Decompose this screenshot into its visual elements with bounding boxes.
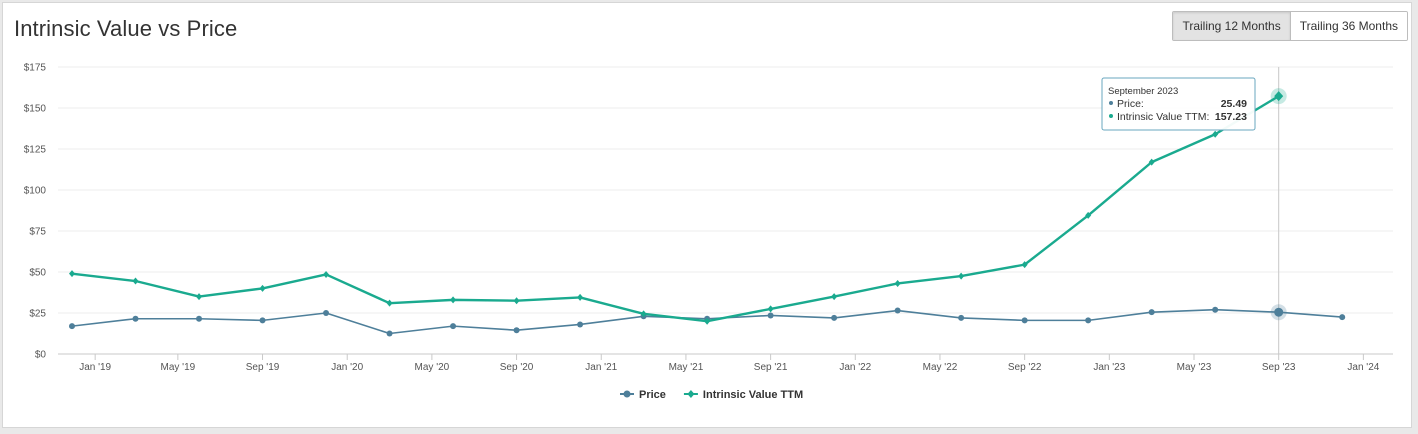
intrinsic-value-ttm-point[interactable] [513, 297, 520, 305]
intrinsic-value-ttm-point[interactable] [132, 277, 139, 285]
tooltip-iv-value: 157.23 [1215, 111, 1247, 123]
price-point[interactable] [1274, 307, 1284, 317]
intrinsic-value-ttm-point[interactable] [323, 270, 330, 278]
intrinsic-value-ttm-point[interactable] [640, 310, 647, 318]
x-tick-label: Jan '21 [585, 362, 617, 373]
trailing-12-months-button[interactable]: Trailing 12 Months [1173, 12, 1290, 40]
intrinsic-value-ttm-point[interactable] [1274, 91, 1284, 102]
legend-label: Price [639, 389, 666, 401]
tooltip-iv-swatch [1109, 114, 1113, 118]
x-tick-label: May '20 [415, 362, 450, 373]
x-tick-label: May '23 [1177, 362, 1212, 373]
price-point[interactable] [831, 314, 838, 321]
y-tick-label: $125 [24, 145, 47, 156]
price-point[interactable] [323, 310, 330, 316]
legend: Price Intrinsic Value TTM [620, 389, 803, 401]
intrinsic-value-ttm-point[interactable] [1021, 261, 1028, 269]
chart-panel [2, 2, 1412, 428]
price-point[interactable] [767, 312, 774, 319]
intrinsic-value-ttm-point[interactable] [577, 293, 584, 301]
intrinsic-value-ttm-point[interactable] [704, 317, 711, 325]
legend-label: Intrinsic Value TTM [703, 389, 803, 401]
price-point[interactable] [132, 315, 139, 322]
price-point[interactable] [450, 323, 457, 330]
intrinsic-value-ttm-point[interactable] [767, 305, 774, 313]
price-point[interactable] [1021, 317, 1028, 324]
x-tick-label: May '19 [160, 362, 195, 373]
price-point[interactable] [958, 314, 965, 321]
price-point[interactable] [1339, 314, 1346, 321]
intrinsic-value-ttm-point[interactable] [958, 272, 965, 280]
y-tick-label: $150 [24, 104, 47, 115]
x-tick-label: Jan '19 [79, 362, 111, 373]
y-tick-label: $25 [29, 309, 46, 320]
price-point[interactable] [1212, 306, 1219, 313]
page-title: Intrinsic Value vs Price [14, 16, 238, 41]
tooltip: September 2023 Price: 25.49 Intrinsic Va… [1101, 77, 1256, 131]
x-tick-label: Sep '22 [1008, 362, 1042, 373]
tooltip-price-label: Price: [1117, 98, 1144, 110]
intrinsic-value-ttm-point[interactable] [894, 279, 901, 287]
trailing-36-months-button[interactable]: Trailing 36 Months [1289, 12, 1407, 40]
legend-marker [687, 390, 695, 398]
y-axis: $0 $25 $50 $75 $100 $125 $150 $175 [24, 63, 47, 361]
price-point[interactable] [577, 321, 584, 328]
tooltip-price-value: 25.49 [1221, 98, 1247, 110]
x-tick-label: Sep '23 [1262, 362, 1296, 373]
legend-item-price[interactable]: Price [620, 389, 666, 401]
y-tick-label: $175 [24, 63, 47, 74]
price-point[interactable] [196, 315, 203, 322]
y-tick-label: $100 [24, 186, 47, 197]
x-tick-label: May '21 [669, 362, 704, 373]
intrinsic-value-ttm-point[interactable] [831, 293, 838, 301]
y-tick-label: $50 [29, 268, 46, 279]
price-point[interactable] [259, 317, 266, 324]
grid-lines [58, 66, 1393, 355]
intrinsic-value-ttm-point[interactable] [1148, 158, 1155, 166]
intrinsic-value-ttm-point[interactable] [386, 299, 393, 307]
price-point[interactable] [69, 323, 75, 330]
series-layer [69, 88, 1346, 337]
intrinsic-value-ttm-series-line [71, 95, 1280, 323]
price-point[interactable] [1148, 309, 1155, 316]
x-tick-label: Jan '23 [1093, 362, 1125, 373]
y-tick-label: $0 [35, 350, 47, 361]
x-tick-label: Sep '19 [246, 362, 280, 373]
price-point[interactable] [386, 330, 393, 337]
tooltip-date: September 2023 [1108, 86, 1178, 97]
period-toggle: Trailing 12 Months Trailing 36 Months [1172, 11, 1408, 41]
x-tick-label: May '22 [923, 362, 958, 373]
tooltip-iv-label: Intrinsic Value TTM: [1117, 111, 1209, 123]
price-point[interactable] [513, 327, 520, 334]
x-tick-label: Jan '22 [839, 362, 871, 373]
x-tick-label: Sep '21 [754, 362, 788, 373]
y-tick-label: $75 [29, 227, 46, 238]
tooltip-price-swatch [1109, 101, 1113, 105]
x-tick-label: Jan '24 [1347, 362, 1379, 373]
price-point[interactable] [894, 307, 901, 314]
intrinsic-value-ttm-point[interactable] [259, 284, 266, 292]
intrinsic-value-ttm-point[interactable] [69, 270, 75, 278]
x-axis: Jan '19 May '19 Sep '19 Jan '20 May '20 Sep '… [79, 354, 1380, 373]
price-point[interactable] [1085, 317, 1092, 324]
legend-marker [623, 390, 631, 398]
intrinsic-value-ttm-point[interactable] [1212, 130, 1219, 138]
legend-item-intrinsic-value-ttm[interactable]: Intrinsic Value TTM [683, 389, 803, 401]
intrinsic-value-ttm-point[interactable] [450, 296, 457, 304]
x-tick-label: Sep '20 [500, 362, 534, 373]
intrinsic-value-ttm-point[interactable] [1085, 211, 1092, 219]
intrinsic-value-ttm-point[interactable] [196, 293, 203, 301]
x-tick-label: Jan '20 [331, 362, 363, 373]
